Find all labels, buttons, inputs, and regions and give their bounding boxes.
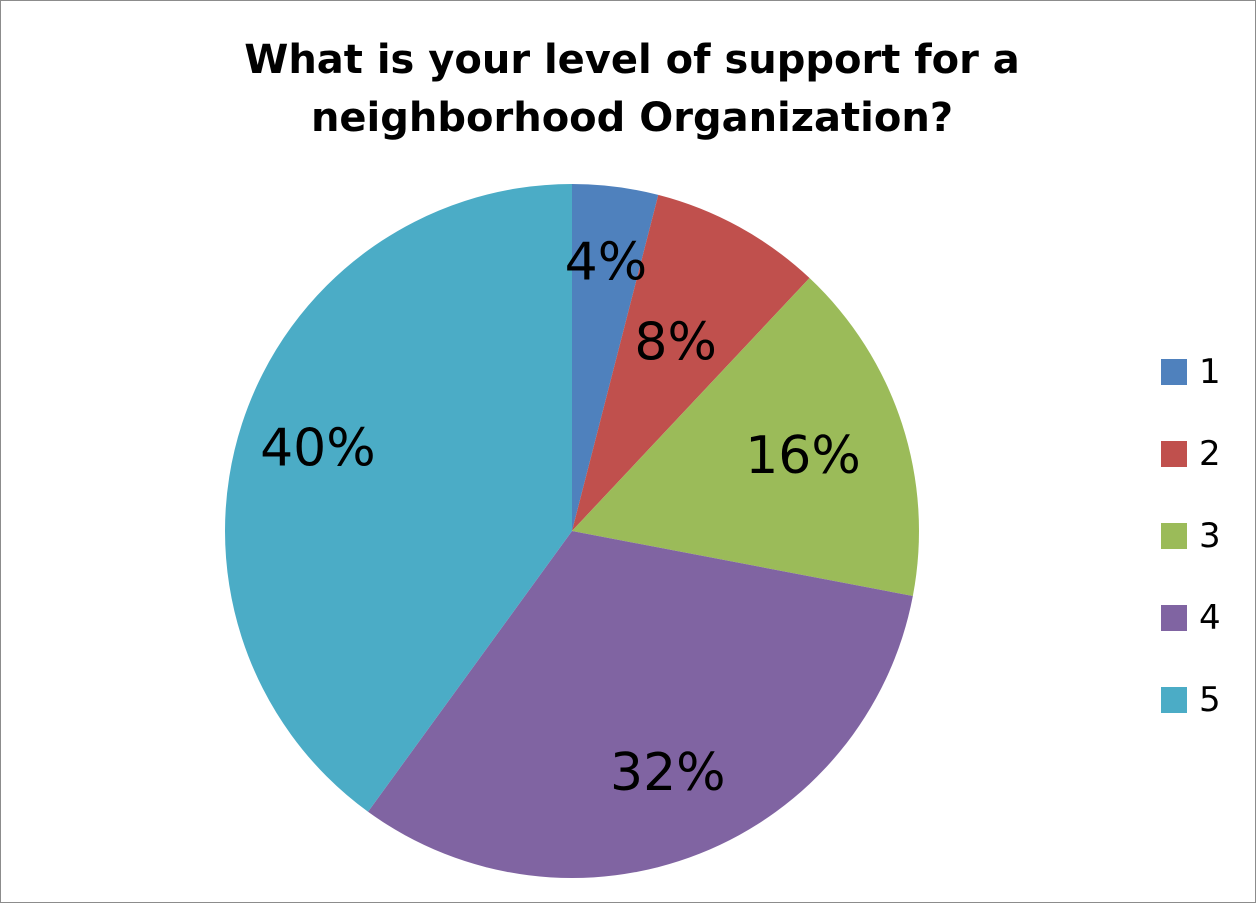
data-label-1: 4% (565, 232, 648, 292)
legend-item-2: 2 (1161, 433, 1251, 475)
legend-label-5: 5 (1199, 680, 1221, 720)
pie-slice-2 (572, 194, 810, 531)
legend-label-1: 1 (1199, 352, 1221, 392)
pie-data-labels: 4% 8% 16% 32% 40% (260, 232, 861, 803)
legend-swatch-5 (1161, 687, 1187, 713)
chart-title-line-2: neighborhood Organization? (310, 95, 954, 141)
legend-item-4: 4 (1161, 597, 1251, 639)
legend-item-5: 5 (1161, 679, 1251, 721)
data-label-4: 32% (610, 743, 726, 803)
legend-item-3: 3 (1161, 515, 1251, 557)
pie-slices (225, 184, 920, 879)
pie-slice-1 (572, 184, 659, 531)
data-label-5: 40% (260, 418, 376, 478)
legend-swatch-4 (1161, 605, 1187, 631)
legend-label-2: 2 (1199, 434, 1221, 474)
legend: 1 2 3 4 5 (1161, 351, 1251, 761)
legend-label-4: 4 (1199, 598, 1221, 638)
legend-swatch-1 (1161, 359, 1187, 385)
legend-swatch-2 (1161, 441, 1187, 467)
pie-slice-3 (572, 278, 920, 597)
chart-title: What is your level of support for a neig… (1, 31, 1256, 147)
data-label-2: 8% (634, 312, 717, 372)
pie-slice-5 (225, 184, 572, 812)
pie-slice-4 (368, 531, 913, 879)
legend-item-1: 1 (1161, 351, 1251, 393)
data-label-3: 16% (745, 426, 861, 486)
legend-swatch-3 (1161, 523, 1187, 549)
chart-title-line-1: What is your level of support for a (244, 37, 1020, 83)
legend-label-3: 3 (1199, 516, 1221, 556)
